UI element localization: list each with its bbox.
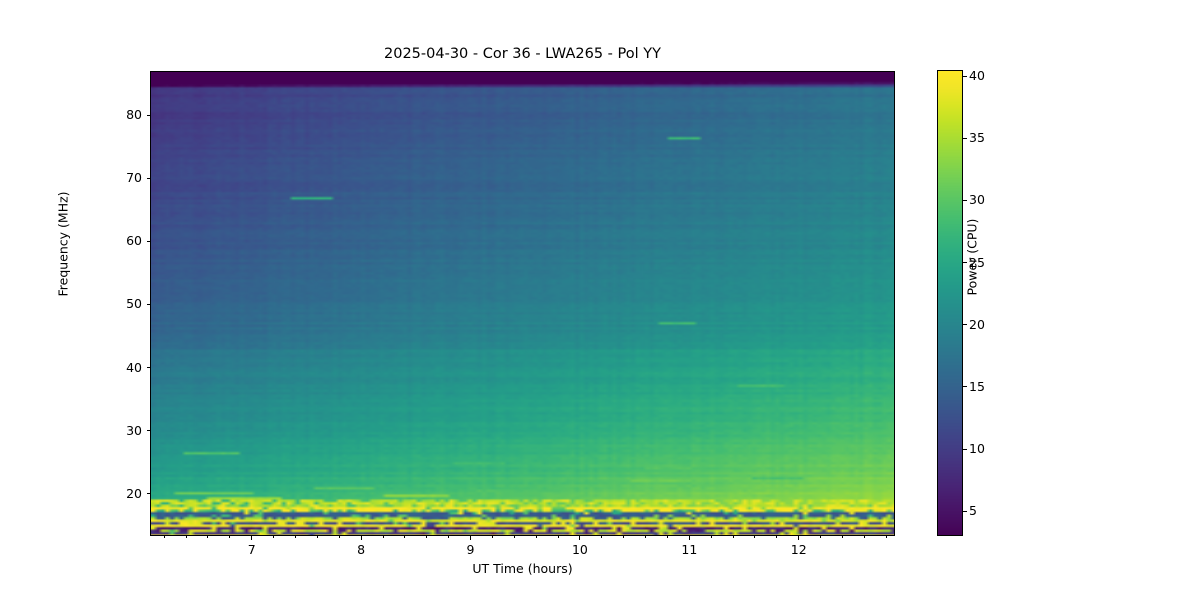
colorbar-tick-label: 25: [969, 254, 985, 270]
y-tick-mark: [146, 177, 150, 179]
colorbar-tick-label: 40: [969, 68, 985, 84]
x-minor-tick-mark: [557, 536, 559, 538]
y-tick-label: 40: [126, 359, 142, 375]
colorbar-axes[interactable]: [937, 70, 963, 536]
y-tick-mark: [146, 493, 150, 495]
x-tick-label: 11: [681, 542, 698, 557]
x-minor-tick-mark: [666, 536, 668, 538]
x-minor-tick-mark: [841, 536, 843, 538]
x-minor-tick-mark: [798, 536, 800, 538]
y-tick-mark: [146, 114, 150, 116]
colorbar-tick-mark: [963, 262, 967, 264]
x-axis-label: UT Time (hours): [472, 561, 573, 576]
x-minor-tick-mark: [732, 536, 734, 538]
x-tick-label: 7: [247, 542, 256, 557]
x-minor-tick-mark: [513, 536, 515, 538]
x-tick-label: 10: [571, 542, 588, 557]
x-minor-tick-mark: [382, 536, 384, 538]
x-minor-tick-mark: [579, 536, 581, 538]
x-minor-tick-mark: [294, 536, 296, 538]
x-minor-tick-mark: [623, 536, 625, 538]
x-minor-tick-mark: [645, 536, 647, 538]
x-minor-tick-mark: [163, 536, 165, 538]
x-minor-tick-mark: [426, 536, 428, 538]
x-tick-label: 12: [790, 542, 807, 557]
page-title: 2025-04-30 - Cor 36 - LWA265 - Pol YY: [384, 46, 661, 62]
y-tick-mark: [146, 430, 150, 432]
y-tick-label: 70: [126, 170, 142, 186]
colorbar-tick-label: 15: [969, 378, 985, 394]
colorbar-gradient-image: [938, 71, 962, 535]
colorbar-tick-mark: [963, 324, 967, 326]
colorbar-tick-label: 30: [969, 192, 985, 208]
x-minor-tick-mark: [535, 536, 537, 538]
x-minor-tick-mark: [273, 536, 275, 538]
colorbar-tick-label: 35: [969, 130, 985, 146]
colorbar-tick-mark: [963, 137, 967, 139]
x-minor-tick-mark: [885, 536, 887, 538]
spectrogram-axes[interactable]: [150, 71, 895, 536]
colorbar-tick-label: 20: [969, 316, 985, 332]
x-minor-tick-mark: [754, 536, 756, 538]
x-minor-tick-mark: [491, 536, 493, 538]
y-axis-label: Frequency (MHz): [55, 190, 71, 296]
x-minor-tick-mark: [863, 536, 865, 538]
colorbar-tick-mark: [963, 510, 967, 512]
y-tick-mark: [146, 367, 150, 369]
y-tick-mark: [146, 303, 150, 305]
colorbar-tick-label: 10: [969, 441, 985, 456]
y-tick-label: 30: [126, 422, 142, 438]
x-tick-label: 8: [357, 542, 366, 557]
x-minor-tick-mark: [688, 536, 690, 538]
x-minor-tick-mark: [207, 536, 209, 538]
x-tick-label: 9: [466, 542, 475, 557]
colorbar-tick-mark: [963, 386, 967, 388]
x-minor-tick-mark: [338, 536, 340, 538]
x-minor-tick-mark: [229, 536, 231, 538]
x-minor-tick-mark: [448, 536, 450, 538]
x-minor-tick-mark: [710, 536, 712, 538]
x-minor-tick-mark: [404, 536, 406, 538]
dynamic-spectrum-image: [151, 72, 894, 535]
x-minor-tick-mark: [316, 536, 318, 538]
x-minor-tick-mark: [820, 536, 822, 538]
y-tick-mark: [146, 240, 150, 242]
y-tick-label: 80: [126, 107, 142, 123]
colorbar-tick-label: 5: [969, 503, 977, 519]
y-tick-label: 60: [126, 233, 142, 249]
x-minor-tick-mark: [251, 536, 253, 538]
colorbar-tick-mark: [963, 448, 967, 450]
y-tick-label: 20: [126, 485, 142, 501]
colorbar-tick-mark: [963, 199, 967, 201]
x-minor-tick-mark: [360, 536, 362, 538]
x-minor-tick-mark: [601, 536, 603, 538]
y-tick-label: 50: [126, 296, 142, 312]
x-minor-tick-mark: [185, 536, 187, 538]
x-minor-tick-mark: [470, 536, 472, 538]
x-minor-tick-mark: [776, 536, 778, 538]
colorbar-tick-mark: [963, 75, 967, 77]
